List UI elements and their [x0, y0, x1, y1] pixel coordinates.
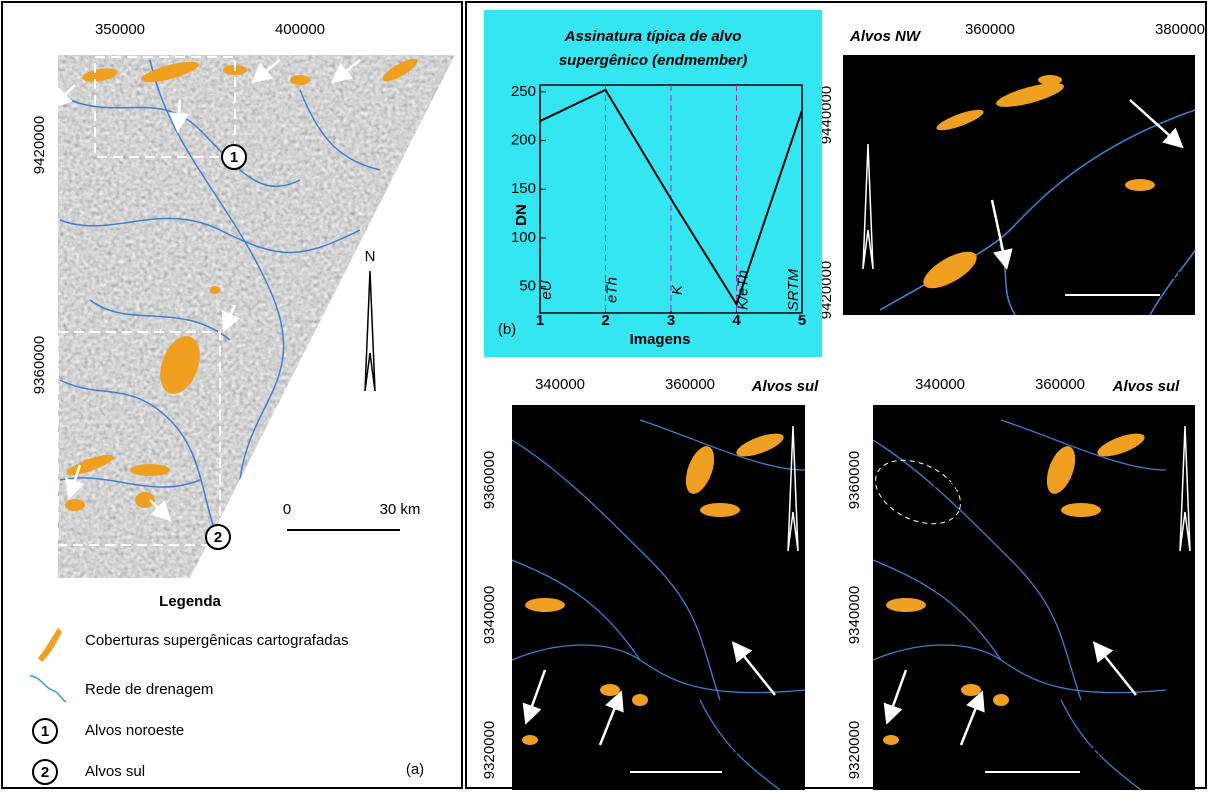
legend-item: Rede de drenagem: [85, 681, 213, 698]
annotation: Pma: [933, 477, 965, 494]
legend-item: Alvos noroeste: [85, 722, 184, 739]
marker-label: 1: [230, 149, 238, 166]
x-tick-label: 5: [798, 312, 806, 329]
hillshade: [58, 55, 455, 578]
panel-title: Alvos sul: [751, 378, 820, 395]
north-label: N: [788, 403, 799, 420]
y-tick-label: 9320000: [846, 721, 863, 779]
x-tick-label: 340000: [915, 376, 965, 393]
target-area: [130, 464, 170, 476]
chart-title: Assinatura típica de alvo: [564, 28, 742, 45]
panel-label: (a): [406, 761, 424, 778]
scale-label: 0: [283, 501, 291, 518]
scale-label: 10 km: [1140, 266, 1181, 283]
target-area: [1061, 503, 1101, 517]
panel-label: (d): [531, 421, 549, 438]
x-tick-label: 4: [732, 312, 741, 329]
target-area: [522, 735, 538, 745]
target-area: [993, 694, 1009, 706]
scale-label: 0: [626, 743, 634, 760]
panel-title: Alvos NW: [849, 28, 922, 45]
panel-label: (e): [891, 421, 909, 438]
x-tick-label: 360000: [665, 376, 715, 393]
y-tick-label: 9360000: [31, 336, 48, 394]
chart-title: supergênico (endmember): [559, 52, 747, 69]
target-area: [290, 75, 310, 85]
target-area: [1038, 75, 1062, 85]
y-tick-label: 9320000: [481, 721, 498, 779]
target-area: [961, 684, 981, 696]
target-area: [600, 684, 620, 696]
y-axis-label: DN: [513, 204, 530, 226]
y-tick-label: 9340000: [481, 586, 498, 644]
x-axis-label: Imagens: [630, 331, 691, 348]
panel-title: Alvos sul: [1112, 378, 1181, 395]
y-tick-label: 9360000: [846, 451, 863, 509]
marker-label: 1: [41, 723, 49, 740]
y-tick-label: 250: [511, 83, 536, 100]
map-e: [873, 405, 1195, 790]
panel-label: (b): [498, 321, 516, 338]
scale-label: 30 km: [380, 501, 421, 518]
target-area: [135, 492, 155, 508]
target-area: [1125, 179, 1155, 191]
x-tick-label: 2: [601, 312, 609, 329]
legend-item: Coberturas supergênicas cartografadas: [85, 632, 348, 649]
north-label: N: [365, 248, 376, 265]
panel-label: (c): [876, 283, 894, 300]
scale-label: 0: [1061, 266, 1069, 283]
y-tick-label: 50: [519, 278, 536, 295]
y-tick-label: 150: [511, 180, 536, 197]
target-area: [700, 503, 740, 517]
target-area: [883, 735, 899, 745]
marker-label: 2: [214, 529, 222, 546]
scale-label: 10 km: [1060, 743, 1101, 760]
figure: 3500004000009420000936000036000038000094…: [0, 0, 1208, 790]
scale-label: 0: [981, 743, 989, 760]
north-arrow: [365, 271, 375, 391]
x-tick-label: 350000: [95, 21, 145, 38]
x-tick-label: 3: [667, 312, 675, 329]
point-label: SRTM: [785, 268, 802, 311]
legend-item: Alvos sul: [85, 763, 145, 780]
y-tick-label: 9360000: [481, 451, 498, 509]
legend-title: Legenda: [159, 593, 221, 610]
point-label: eTh: [603, 277, 620, 303]
x-tick-label: 360000: [1035, 376, 1085, 393]
target-area: [632, 694, 648, 706]
y-tick-label: 9420000: [31, 116, 48, 174]
target-area: [525, 598, 565, 612]
y-tick-label: 9340000: [846, 586, 863, 644]
x-tick-label: 400000: [275, 21, 325, 38]
x-tick-label: 340000: [535, 376, 585, 393]
legend-icon: [38, 628, 62, 662]
x-tick-label: 380000: [1155, 21, 1205, 38]
scale-label: 10 km: [702, 743, 743, 760]
target-area: [886, 598, 926, 612]
x-tick-label: 1: [536, 312, 544, 329]
north-label: N: [863, 121, 874, 138]
target-area: [65, 499, 85, 511]
marker-label: 2: [41, 764, 49, 781]
legend-icon: [30, 676, 66, 702]
y-tick-label: 100: [511, 229, 536, 246]
x-tick-label: 360000: [965, 21, 1015, 38]
annotation: Ppa e: [928, 451, 967, 468]
target-area: [210, 286, 220, 294]
point-label: eU: [538, 280, 555, 299]
point-label: K: [669, 284, 686, 295]
y-tick-label: 200: [511, 132, 536, 149]
north-label: N: [1180, 403, 1191, 420]
